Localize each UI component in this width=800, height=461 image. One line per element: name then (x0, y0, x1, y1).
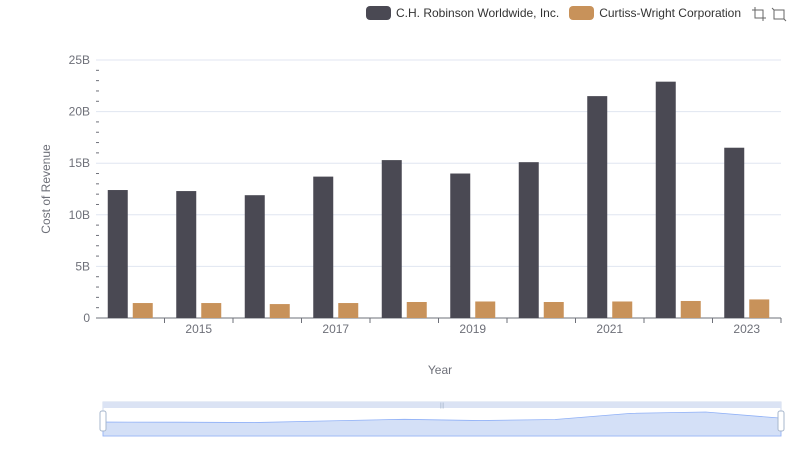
bar-curtiss-wright-2016[interactable] (269, 304, 290, 318)
x-tick-label: 2015 (185, 322, 212, 336)
x-tick-label: 2017 (322, 322, 349, 336)
x-tick-label: 2019 (459, 322, 486, 336)
y-tick-label: 20B (69, 105, 90, 119)
bar-curtiss-wright-2018[interactable] (406, 302, 427, 318)
bar-curtiss-wright-2022[interactable] (680, 300, 701, 318)
bar-ch-robinson-2022[interactable] (655, 81, 676, 318)
bar-curtiss-wright-2019[interactable] (475, 301, 496, 318)
data-zoom-move-bar[interactable] (103, 402, 781, 408)
bar-ch-robinson-2020[interactable] (518, 162, 539, 318)
x-tick-label: 2021 (596, 322, 623, 336)
bar-ch-robinson-2019[interactable] (450, 173, 471, 318)
bar-ch-robinson-2016[interactable] (244, 195, 265, 318)
y-tick-label: 0 (83, 311, 90, 325)
data-zoom-slider[interactable]: ||| (99, 401, 785, 437)
toolbox (747, 6, 787, 22)
legend-swatch-ch-robinson (366, 6, 391, 20)
data-zoom-preview-area (102, 411, 782, 437)
legend-item-ch-robinson[interactable]: C.H. Robinson Worldwide, Inc. (366, 6, 559, 20)
data-zoom-handle-right[interactable] (777, 410, 785, 432)
data-zoom-handle-left[interactable] (99, 410, 107, 432)
bar-curtiss-wright-2017[interactable] (338, 303, 359, 318)
zoom-icon[interactable] (751, 6, 767, 22)
bar-curtiss-wright-2014[interactable] (132, 303, 153, 318)
bar-curtiss-wright-2021[interactable] (612, 301, 633, 318)
legend-label-curtiss-wright: Curtiss-Wright Corporation (599, 6, 742, 20)
bar-ch-robinson-2015[interactable] (176, 191, 197, 318)
y-tick-label: 10B (69, 208, 90, 222)
bar-ch-robinson-2018[interactable] (381, 160, 402, 318)
x-axis-label: Year (428, 363, 452, 377)
legend-item-curtiss-wright[interactable]: Curtiss-Wright Corporation (569, 6, 741, 20)
x-tick-label: 2023 (733, 322, 760, 336)
bar-curtiss-wright-2023[interactable] (749, 299, 770, 318)
y-tick-label: 5B (75, 259, 90, 273)
bar-ch-robinson-2021[interactable] (587, 96, 608, 319)
legend-label-ch-robinson: C.H. Robinson Worldwide, Inc. (396, 6, 560, 20)
y-axis-label: Cost of Revenue (39, 144, 53, 234)
bar-ch-robinson-2017[interactable] (313, 176, 334, 318)
legend-swatch-curtiss-wright (569, 6, 595, 20)
bar-curtiss-wright-2015[interactable] (201, 303, 222, 318)
bar-curtiss-wright-2020[interactable] (543, 302, 564, 318)
restore-icon[interactable] (771, 6, 787, 22)
legend: C.H. Robinson Worldwide, Inc. Curtiss-Wr… (366, 4, 751, 22)
bar-ch-robinson-2023[interactable] (724, 147, 745, 318)
y-tick-label: 15B (69, 156, 90, 170)
data-zoom-grip-icon: ||| (440, 403, 445, 409)
bar-ch-robinson-2014[interactable] (107, 190, 128, 318)
y-tick-label: 25B (69, 53, 90, 67)
